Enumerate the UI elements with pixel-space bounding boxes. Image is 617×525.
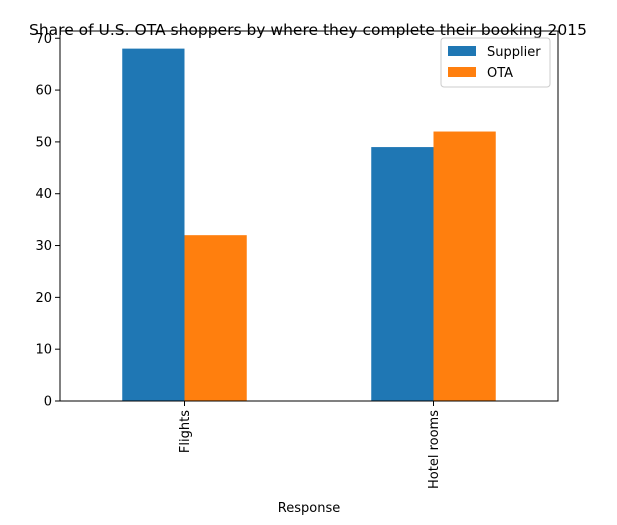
- y-tick-label: 60: [35, 84, 52, 99]
- bar-supplier-hotel-rooms: [371, 147, 434, 401]
- y-tick-label: 50: [35, 135, 52, 150]
- x-axis-label: Response: [278, 501, 340, 516]
- chart-title: Share of U.S. OTA shoppers by where they…: [29, 21, 587, 39]
- plot-frame: [59, 30, 559, 402]
- bar-supplier-flights: [122, 48, 185, 401]
- legend-swatch: [448, 67, 476, 77]
- bar-ota-hotel-rooms: [433, 131, 496, 401]
- bars-group: [122, 48, 496, 401]
- x-axis: Flights Hotel rooms: [178, 401, 442, 489]
- x-tick-label: Flights: [178, 410, 193, 453]
- y-tick-label: 40: [35, 187, 52, 202]
- y-tick-label: 20: [35, 291, 52, 306]
- legend-label: OTA: [487, 66, 513, 81]
- legend: Supplier OTA: [440, 37, 551, 88]
- y-tick-label: 10: [35, 343, 52, 358]
- legend-swatch: [448, 46, 476, 56]
- y-axis: 0 10 20 30 40 50 60 70: [35, 32, 60, 410]
- legend-label: Supplier: [487, 45, 541, 60]
- x-tick-label: Hotel rooms: [427, 410, 442, 489]
- bar-ota-flights: [184, 235, 247, 401]
- y-tick-label: 0: [44, 395, 52, 410]
- y-tick-label: 70: [35, 32, 52, 47]
- y-tick-label: 30: [35, 239, 52, 254]
